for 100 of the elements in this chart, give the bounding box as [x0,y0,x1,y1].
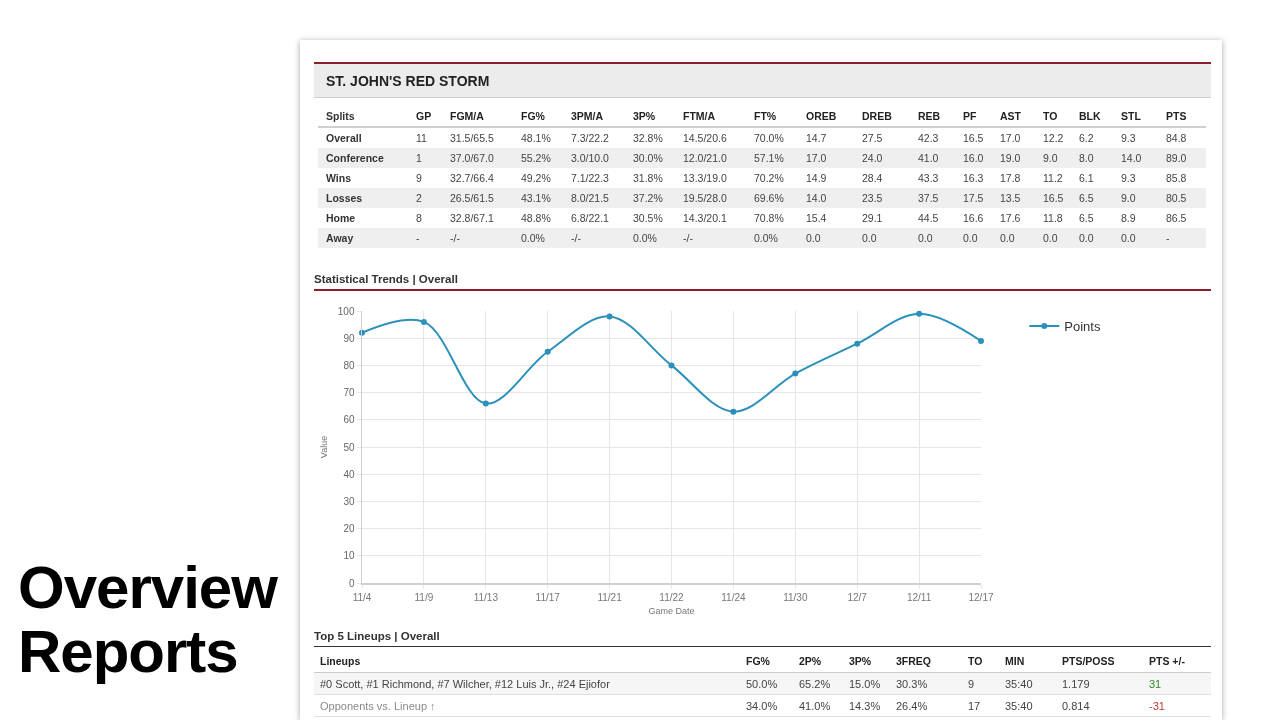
category-label: FG% [746,650,799,673]
text: 19.5/28.0 [683,192,727,204]
point [482,400,489,407]
category-label: 3FREQ [896,650,968,673]
text: 8 [416,212,422,224]
x-tick-label: 11/30 [783,591,808,603]
y-tick-label: 10 [343,550,355,562]
text: 9 [416,172,422,184]
text: 12.0/21.0 [683,152,727,164]
category-label: Away [326,232,354,244]
text: 70.2% [754,172,784,184]
text: 2 [416,192,422,204]
x-tick-label: 12/7 [847,591,868,603]
text: 9 [968,677,975,690]
text: 0.814 [1062,699,1090,712]
text: 6.1 [1079,172,1094,184]
text: 17.5 [963,192,984,204]
text: 0.0 [918,232,933,244]
text: 0.0% [754,232,778,244]
point [544,348,551,355]
y-tick-label: 0 [348,577,355,589]
text: 6.5 [1079,192,1094,204]
text: 17 [968,699,981,712]
text: 26.4% [896,699,928,712]
text: 12.2 [1043,132,1064,144]
y-tick-label: 80 [343,359,355,371]
category-label: PF [963,106,1000,127]
text: 7.1/22.3 [571,172,609,184]
text: 15.4 [806,212,827,224]
text: 0.0 [1079,232,1094,244]
category-label: 3P% [849,650,896,673]
text: 9.3 [1121,132,1136,144]
category-label: TO [1043,106,1079,127]
text: -/- [683,232,693,244]
text: 14.5/20.6 [683,132,727,144]
point [420,318,427,325]
text: 69.6% [754,192,784,204]
legend-label: Points [1064,319,1101,335]
text: 1.179 [1062,677,1090,690]
text: 65.2% [799,677,831,690]
text: 8.0 [1079,152,1094,164]
text: 3.0/10.0 [571,152,609,164]
text: 34.0% [746,699,778,712]
category-label: Conference [326,152,384,164]
category-label: #0 Scott, #1 Richmond, #7 Wilcher, #12 Luis Jr., #24 Ejiofor [320,677,610,690]
text: 43.3 [918,172,939,184]
text: 28.4 [862,172,883,184]
text: 86.5 [1166,212,1187,224]
y-tick-label: 90 [343,332,355,344]
text: 9.0 [1121,192,1136,204]
text: - [1166,232,1170,244]
category-label: STL [1121,106,1166,127]
text: 9.3 [1121,172,1136,184]
point [978,337,984,344]
text: 37.2% [633,192,663,204]
text: 17.0 [1000,132,1021,144]
text: 30.0% [633,152,663,164]
text: 16.5 [963,132,984,144]
text: 14.3/20.1 [683,212,727,224]
text: 15.0% [849,677,881,690]
text: 70.0% [754,132,784,144]
text: 48.8% [521,212,551,224]
category-label: AST [1000,106,1043,127]
text: 41.0% [799,699,831,712]
x-tick-label: 11/22 [659,591,685,603]
text: 16.6 [963,212,984,224]
category-label: TO [968,650,1005,673]
category-label: PTS/POSS [1062,650,1149,673]
text: 6.5 [1079,212,1094,224]
text: 32.7/66.4 [450,172,494,184]
text: 14.9 [806,172,827,184]
text: 7.3/22.2 [571,132,609,144]
category-label: Opponents vs. Lineup ↑ [320,699,436,712]
point [792,370,799,377]
text: 57.1% [754,152,784,164]
y-tick-label: 60 [343,414,355,426]
text: 50.0% [746,677,778,690]
category-label: Overall [326,132,362,144]
point [854,340,861,347]
text: 0.0 [806,232,821,244]
point [668,362,675,369]
x-tick-label: 11/24 [721,591,746,603]
text: 9.0 [1043,152,1058,164]
text: 0.0 [963,232,978,244]
category-label: Splits [318,106,416,127]
chart-title: Statistical Trends | Overall [314,273,1211,291]
y-tick-label: 50 [343,441,355,453]
text: 85.8 [1166,172,1187,184]
y-tick-label: 100 [337,305,355,317]
text: 29.1 [862,212,883,224]
text: 42.3 [918,132,939,144]
text: 0.0% [633,232,657,244]
text: 43.1% [521,192,551,204]
category-label: REB [918,106,963,127]
text: 30.5% [633,212,663,224]
text: 44.5 [918,212,939,224]
x-tick-label: 11/17 [535,591,561,603]
x-tick-label: 11/13 [473,591,499,603]
category-label: Lineups [314,650,746,673]
text: 6.2 [1079,132,1094,144]
